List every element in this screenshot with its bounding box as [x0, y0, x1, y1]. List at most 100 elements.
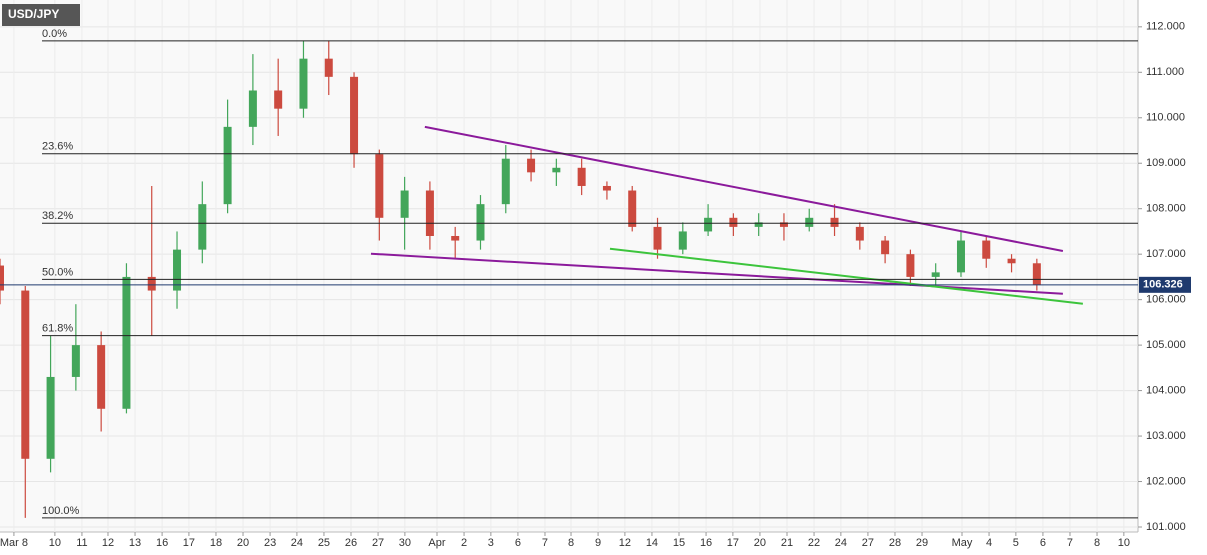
y-tick-label: 106.000 [1146, 294, 1186, 306]
candle-body [704, 217, 713, 232]
candle-body [476, 204, 485, 241]
candle-body [71, 345, 80, 377]
x-tick-label: 8 [1094, 537, 1100, 549]
candle-body [1007, 258, 1016, 264]
x-tick-label: 14 [646, 537, 658, 549]
title-box [2, 4, 80, 26]
x-tick-label: 3 [488, 537, 494, 549]
x-tick-label: 12 [102, 537, 114, 549]
fib-label: 0.0% [42, 28, 67, 40]
candle-body [855, 226, 864, 241]
y-tick-label: 111.000 [1146, 66, 1184, 78]
fib-label: 38.2% [42, 210, 73, 222]
x-tick-label: 25 [318, 537, 330, 549]
fib-label: 61.8% [42, 322, 73, 334]
candle-body [400, 190, 409, 218]
candle-body [577, 167, 586, 186]
candle-body [122, 276, 131, 409]
candle-body [1032, 263, 1041, 285]
x-tick-label: 9 [595, 537, 601, 549]
x-tick-label: 13 [129, 537, 141, 549]
x-tick-label: 4 [986, 537, 992, 549]
y-tick-label: 110.000 [1146, 112, 1185, 124]
y-tick-label: 101.000 [1146, 521, 1186, 533]
y-tick-label: 109.000 [1146, 157, 1186, 169]
x-tick-label: 20 [754, 537, 766, 549]
candle-body [451, 235, 460, 241]
candle-body [906, 254, 915, 277]
x-tick-label: 10 [49, 537, 61, 549]
candle-body [375, 154, 384, 218]
y-tick-label: 107.000 [1146, 248, 1186, 260]
candle-body [729, 217, 738, 227]
y-tick-label: 108.000 [1146, 203, 1186, 215]
fib-label: 50.0% [42, 266, 73, 278]
y-tick-label: 105.000 [1146, 339, 1186, 351]
candle-body [324, 58, 333, 77]
candle-body [97, 345, 106, 409]
candle-body [501, 158, 510, 205]
x-tick-label: 28 [889, 537, 901, 549]
candle-body [425, 190, 434, 236]
x-tick-label: 16 [156, 537, 168, 549]
candle-body [248, 90, 257, 127]
candle-body [805, 217, 814, 227]
candle-body [602, 185, 611, 191]
candle-body [931, 272, 940, 277]
candle-body [779, 222, 788, 227]
y-tick-label: 103.000 [1146, 430, 1186, 442]
x-tick-label: 24 [835, 537, 847, 549]
candle-body [653, 226, 662, 250]
x-tick-label: 22 [808, 537, 820, 549]
x-tick-label: 7 [1067, 537, 1073, 549]
x-tick-label: 29 [916, 537, 928, 549]
x-tick-label: Mar 8 [0, 537, 28, 549]
x-tick-label: Apr [428, 537, 445, 549]
last-price-label: 106.326 [1143, 279, 1183, 291]
candle-body [956, 240, 965, 273]
x-tick-label: 30 [399, 537, 411, 549]
candle-body [147, 276, 156, 291]
x-tick-label: 17 [727, 537, 739, 549]
x-tick-label: 6 [515, 537, 521, 549]
x-tick-label: 5 [1013, 537, 1019, 549]
candle-body [223, 126, 232, 205]
x-tick-label: 8 [568, 537, 574, 549]
candle-body [350, 76, 359, 155]
x-tick-label: 6 [1040, 537, 1046, 549]
x-tick-label: 27 [372, 537, 384, 549]
x-tick-label: 21 [781, 537, 793, 549]
candle-body [0, 265, 4, 291]
candle-body [628, 190, 637, 227]
candle-body [881, 240, 890, 255]
y-tick-label: 102.000 [1146, 475, 1186, 487]
x-tick-label: May [952, 537, 973, 549]
last-price-box [1139, 276, 1191, 293]
x-tick-label: 26 [345, 537, 357, 549]
candle-body [552, 167, 561, 173]
x-tick-label: 10 [1118, 537, 1130, 549]
x-tick-label: 17 [183, 537, 195, 549]
candle-body [21, 290, 30, 459]
candle-body [754, 222, 763, 227]
candle-body [830, 217, 839, 227]
candle-body [274, 90, 283, 109]
candle-body [46, 376, 55, 459]
x-tick-label: 20 [237, 537, 249, 549]
candle-body [198, 204, 207, 250]
candle-body [299, 58, 308, 109]
x-tick-label: 24 [291, 537, 303, 549]
x-tick-label: 16 [700, 537, 712, 549]
x-tick-label: 11 [76, 537, 87, 549]
candle-body [527, 158, 536, 173]
x-tick-label: 23 [264, 537, 276, 549]
candle-body [982, 240, 991, 259]
x-tick-label: 7 [542, 537, 548, 549]
trend-line [424, 125, 1064, 252]
trend-line [609, 247, 1083, 305]
x-tick-label: 18 [210, 537, 222, 549]
y-tick-label: 112.000 [1146, 21, 1185, 33]
fib-label: 100.0% [42, 505, 80, 517]
fib-label: 23.6% [42, 141, 73, 153]
x-tick-label: 12 [619, 537, 631, 549]
